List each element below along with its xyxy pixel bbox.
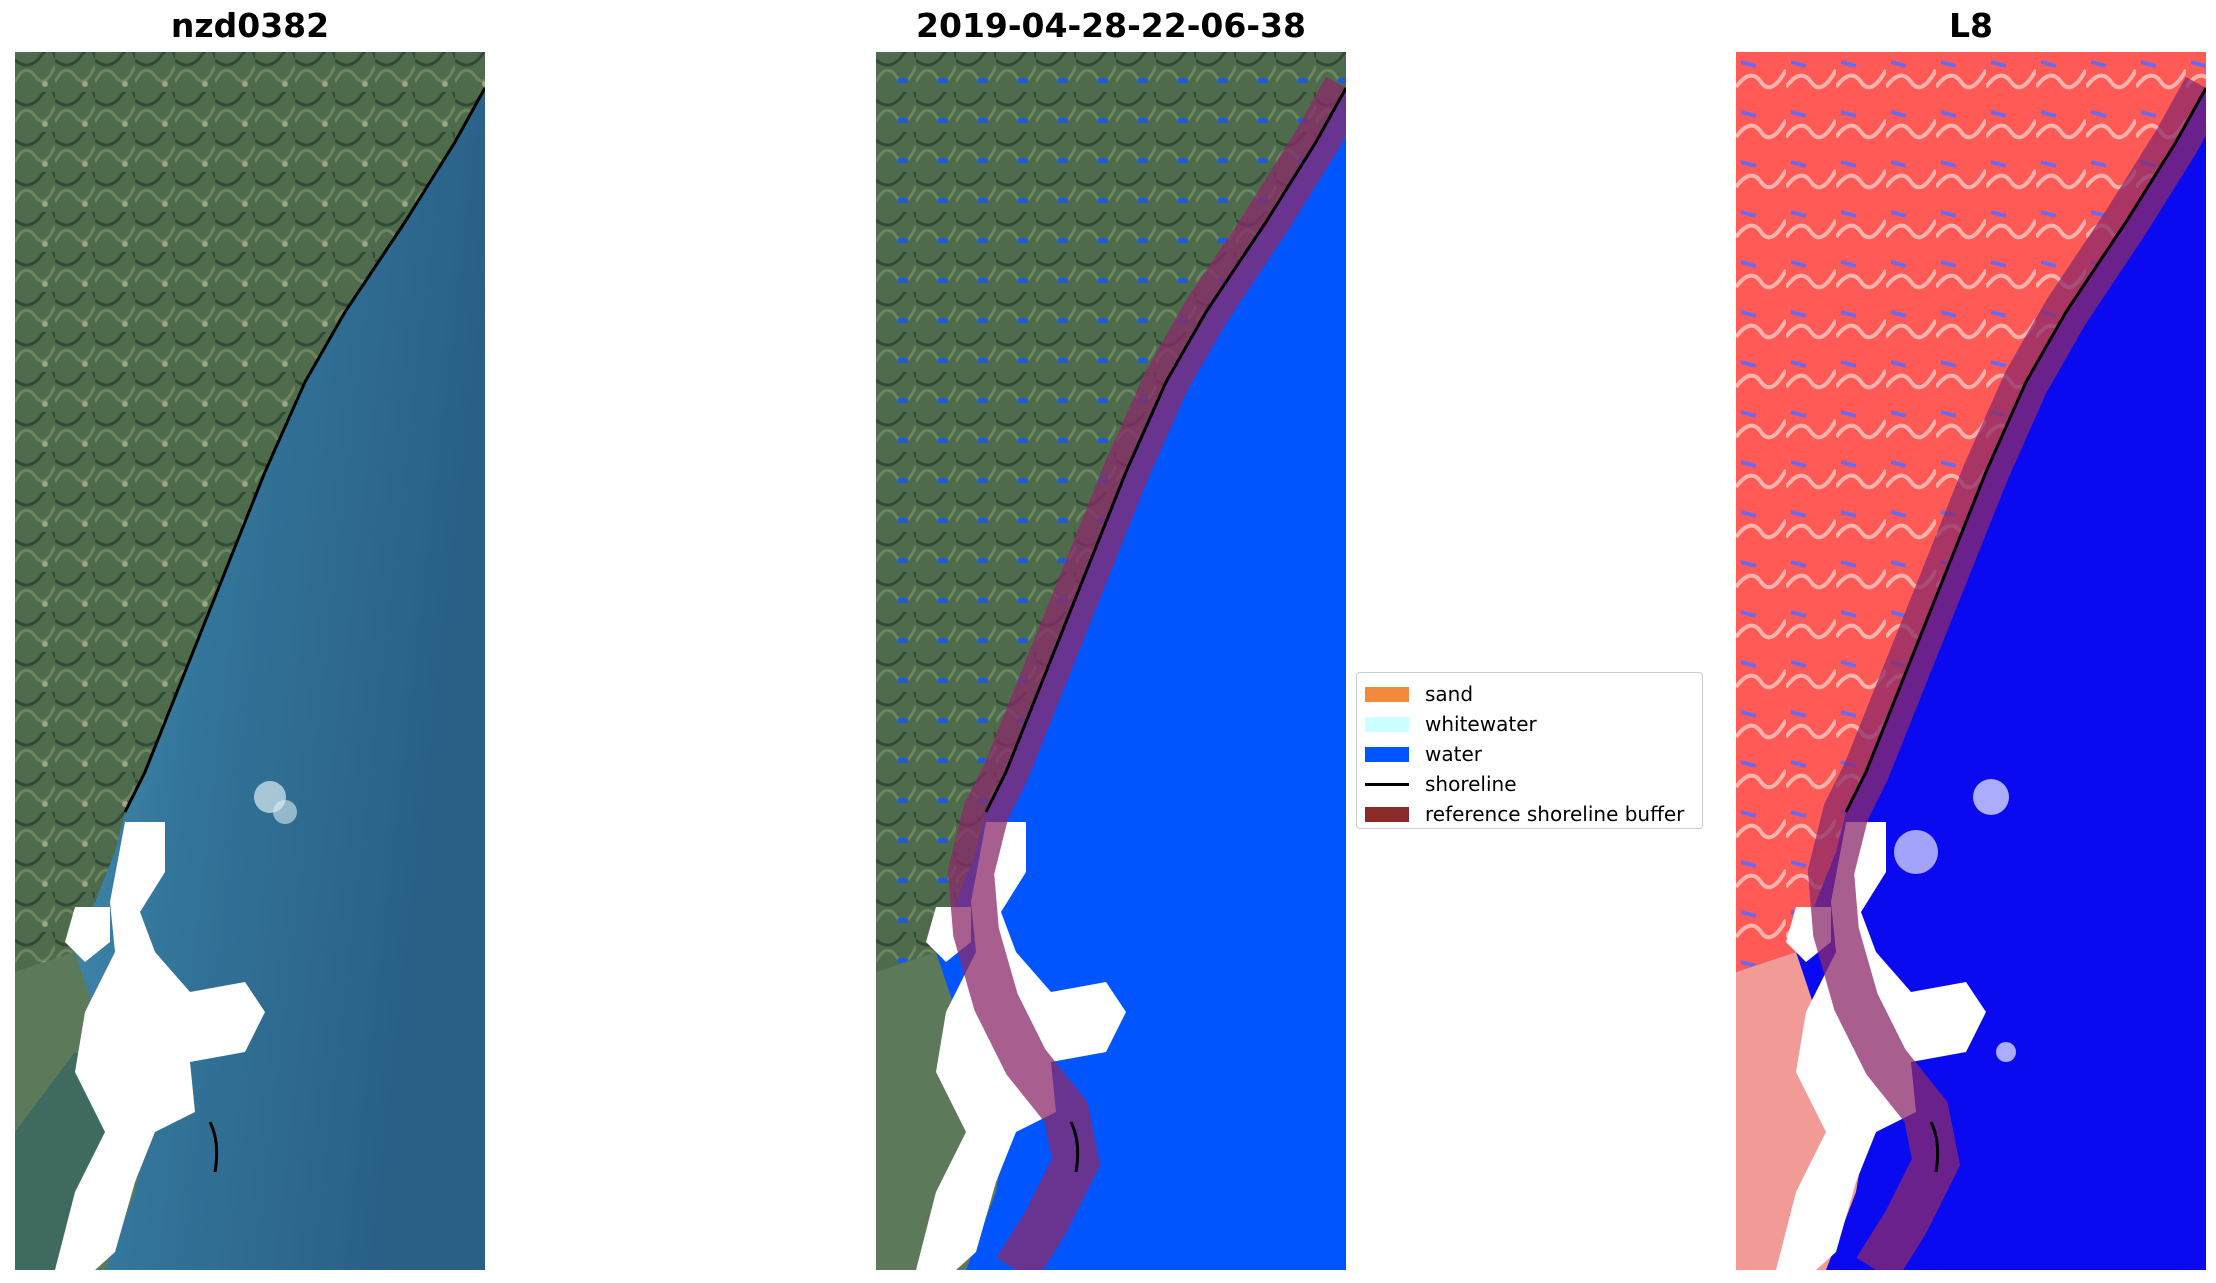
classification-panel <box>876 52 1346 1270</box>
panel-title-index: L8 <box>1949 6 1993 45</box>
legend-item-buffer: reference shoreline buffer <box>1365 799 1694 829</box>
legend-item-whitewater: whitewater <box>1365 709 1694 739</box>
legend-item-water: water <box>1365 739 1694 769</box>
legend-label-whitewater: whitewater <box>1425 712 1537 736</box>
legend-item-shoreline: shoreline <box>1365 769 1694 799</box>
index-image <box>1736 52 2206 1270</box>
legend-swatch-water <box>1365 746 1409 762</box>
rgb-image-panel <box>15 52 485 1270</box>
panel-title-rgb: nzd0382 <box>170 6 330 45</box>
legend-label-shoreline: shoreline <box>1425 772 1517 796</box>
legend: sand whitewater water shoreline referenc… <box>1356 672 1703 829</box>
legend-swatch-buffer <box>1365 806 1409 822</box>
legend-label-sand: sand <box>1425 682 1474 706</box>
legend-label-buffer: reference shoreline buffer <box>1425 802 1685 826</box>
index-panel <box>1736 52 2206 1270</box>
legend-label-water: water <box>1425 742 1482 766</box>
legend-swatch-shoreline <box>1365 782 1409 786</box>
legend-item-sand: sand <box>1365 679 1694 709</box>
classification-image <box>876 52 1346 1270</box>
legend-swatch-sand <box>1365 686 1409 702</box>
legend-swatch-whitewater <box>1365 716 1409 732</box>
panel-title-classification: 2019-04-28-22-06-38 <box>916 6 1306 45</box>
rgb-image <box>15 52 485 1270</box>
